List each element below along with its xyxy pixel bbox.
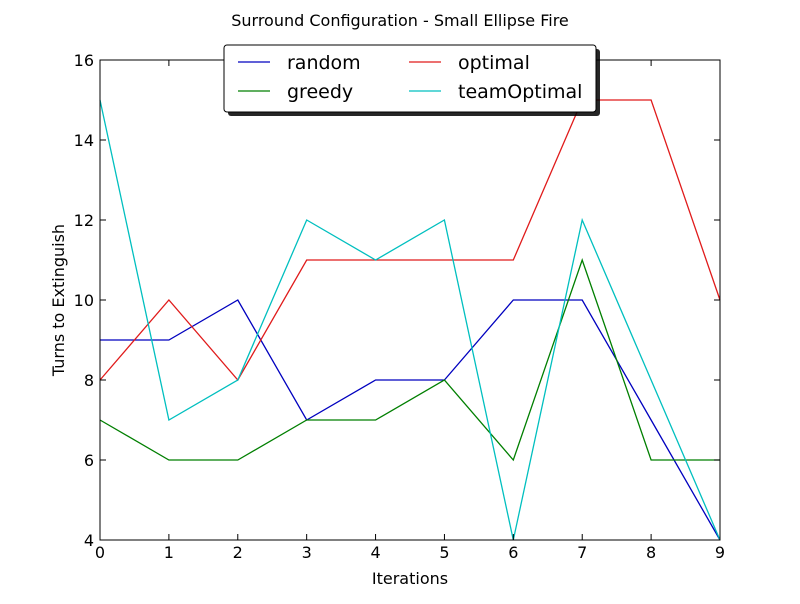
x-axis: 0 1 2 3 4 5 6 7 8 9	[95, 60, 725, 562]
legend-label-random: random	[287, 52, 361, 74]
series-line-optimal	[99, 99, 721, 382]
x-axis-label: Iterations	[372, 569, 448, 588]
y-axis: 4 6 8 10 12 14 16	[74, 51, 720, 550]
x-tick-label: 5	[439, 543, 449, 562]
chart-title: Surround Configuration - Small Ellipse F…	[231, 11, 569, 30]
legend: random greedy optimal teamOptimal	[223, 44, 600, 116]
y-tick-label: 4	[84, 531, 94, 550]
x-tick-label: 3	[302, 543, 312, 562]
x-tick-label: 7	[577, 543, 587, 562]
y-tick-label: 10	[74, 291, 94, 310]
legend-label-teamOptimal: teamOptimal	[458, 81, 582, 103]
x-tick-label: 0	[95, 543, 105, 562]
series-line-greedy	[99, 258, 720, 462]
legend-box	[223, 44, 597, 113]
x-tick-label: 1	[164, 543, 174, 562]
y-tick-label: 16	[74, 51, 94, 70]
y-tick-label: 12	[74, 211, 94, 230]
x-tick-label: 2	[233, 543, 243, 562]
legend-label-greedy: greedy	[287, 81, 353, 103]
y-tick-label: 8	[84, 371, 94, 390]
series-line-random	[100, 299, 721, 541]
y-axis-label: Turns to Extinguish	[49, 224, 68, 377]
series-line-teamOptimal	[99, 99, 721, 541]
plot-lines	[99, 99, 721, 541]
x-tick-label: 9	[715, 543, 725, 562]
y-tick-label: 14	[74, 131, 94, 150]
x-tick-label: 6	[508, 543, 518, 562]
y-tick-label: 6	[84, 451, 94, 470]
legend-label-optimal: optimal	[458, 52, 530, 74]
plot-frame	[99, 59, 721, 541]
x-tick-label: 8	[646, 543, 656, 562]
x-tick-label: 4	[370, 543, 380, 562]
